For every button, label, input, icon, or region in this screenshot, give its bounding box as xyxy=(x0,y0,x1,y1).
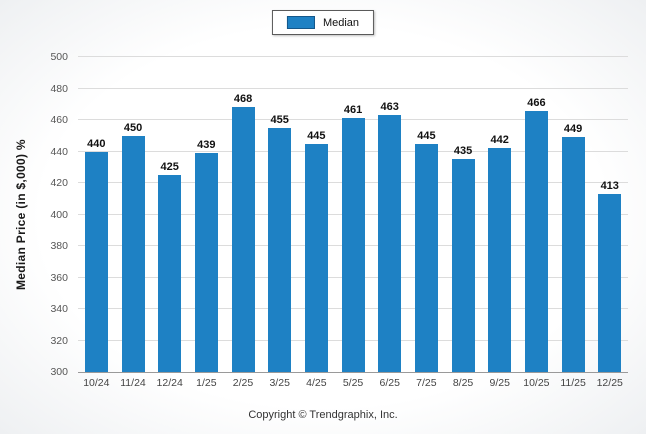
bar-value-label: 445 xyxy=(307,129,326,142)
bar-value-label: 435 xyxy=(453,145,473,158)
y-tick-label: 340 xyxy=(50,303,68,315)
y-tick-label: 460 xyxy=(50,114,68,126)
bar xyxy=(378,115,402,372)
bar-value-label: 461 xyxy=(343,104,363,117)
x-axis-label: 11/24 xyxy=(120,377,146,389)
bar-group: 463 xyxy=(371,57,408,372)
bar-group: 435 xyxy=(445,57,482,372)
bar xyxy=(341,118,365,372)
bar-value-label: 449 xyxy=(563,123,583,136)
bar-group: 450 xyxy=(115,57,152,372)
bar xyxy=(451,159,475,372)
y-tick-label: 480 xyxy=(50,82,68,95)
bar xyxy=(414,143,438,372)
y-tick-label: 400 xyxy=(50,208,68,221)
bar-group: 455 xyxy=(261,57,298,372)
bar-value-label: 439 xyxy=(197,139,216,152)
bar xyxy=(121,135,145,372)
bar xyxy=(84,151,108,372)
bar xyxy=(561,137,585,372)
bar-group: 425 xyxy=(151,57,188,372)
bar-value-label: 468 xyxy=(233,93,253,106)
bar-value-label: 442 xyxy=(490,134,509,147)
x-axis-label: 10/24 xyxy=(83,377,110,389)
legend-label: Median xyxy=(322,16,360,29)
gridline xyxy=(78,87,628,89)
bar-value-label: 445 xyxy=(417,129,436,142)
bar-value-label: 455 xyxy=(270,113,289,126)
x-axis-label: 2/25 xyxy=(232,377,254,389)
bar xyxy=(304,143,328,372)
bar-group: 440 xyxy=(78,57,115,372)
plot-area: 440 450 425 439 468 455 445 461 463 445 435 442 466 4… xyxy=(78,56,628,373)
gridline xyxy=(78,56,628,57)
x-axis-labels: 10/24 11/24 12/24 1/25 2/25 3/25 4/25 5/25 6/25 7… xyxy=(78,377,628,389)
x-axis-label: 5/25 xyxy=(342,377,364,389)
bar-value-label: 440 xyxy=(87,137,106,150)
bar-group: 466 xyxy=(518,57,555,372)
y-axis-title: Median Price (in $,000) % xyxy=(14,139,28,290)
y-tick-label: 420 xyxy=(50,177,68,189)
bar xyxy=(231,107,255,372)
y-tick-label: 360 xyxy=(50,271,68,284)
bar xyxy=(598,194,622,372)
bar xyxy=(158,175,182,372)
x-axis-label: 12/25 xyxy=(596,377,623,389)
bar-value-label: 413 xyxy=(600,180,619,193)
bar-group: 413 xyxy=(591,57,628,372)
x-axis-label: 12/24 xyxy=(156,377,183,389)
bar-group: 445 xyxy=(298,57,335,372)
bar-value-label: 450 xyxy=(123,121,143,134)
x-axis-label: 6/25 xyxy=(379,377,400,389)
y-tick-label: 320 xyxy=(50,334,68,347)
x-axis-label: 7/25 xyxy=(416,377,437,389)
bar-group: 439 xyxy=(188,57,225,372)
bar-group: 461 xyxy=(335,57,372,372)
x-axis-label: 4/25 xyxy=(306,377,327,389)
y-axis-ticks: 300 320 340 360 380 400 420 440 460 480 500 xyxy=(40,51,72,378)
bar xyxy=(524,110,548,372)
bar-value-label: 463 xyxy=(380,101,399,114)
y-tick-label: 300 xyxy=(50,366,68,378)
legend: Median xyxy=(271,10,375,35)
x-axis-label: 9/25 xyxy=(489,377,510,389)
x-axis-label: 10/25 xyxy=(523,377,550,389)
y-tick-label: 440 xyxy=(50,145,68,158)
y-tick-label: 380 xyxy=(50,240,68,252)
x-axis-label: 1/25 xyxy=(196,377,217,389)
x-axis-label: 3/25 xyxy=(269,377,290,389)
x-axis-label: 11/25 xyxy=(560,377,586,389)
bar xyxy=(268,127,292,372)
x-axis-label: 8/25 xyxy=(452,377,474,389)
bar-group: 449 xyxy=(555,57,592,372)
copyright-text: Copyright © Trendgraphix, Inc. xyxy=(248,409,398,421)
bar-value-label: 425 xyxy=(160,161,179,174)
bars: 440 450 425 439 468 455 445 461 463 445 435 442 466 4… xyxy=(78,57,628,372)
bar-group: 445 xyxy=(408,57,445,372)
legend-color-swatch-icon xyxy=(286,16,315,29)
bar-value-label: 466 xyxy=(527,96,546,109)
bar xyxy=(488,148,512,372)
y-tick-label: 500 xyxy=(50,51,68,63)
bar-group: 468 xyxy=(225,57,262,372)
bar xyxy=(194,153,218,372)
bar-group: 442 xyxy=(481,57,518,372)
